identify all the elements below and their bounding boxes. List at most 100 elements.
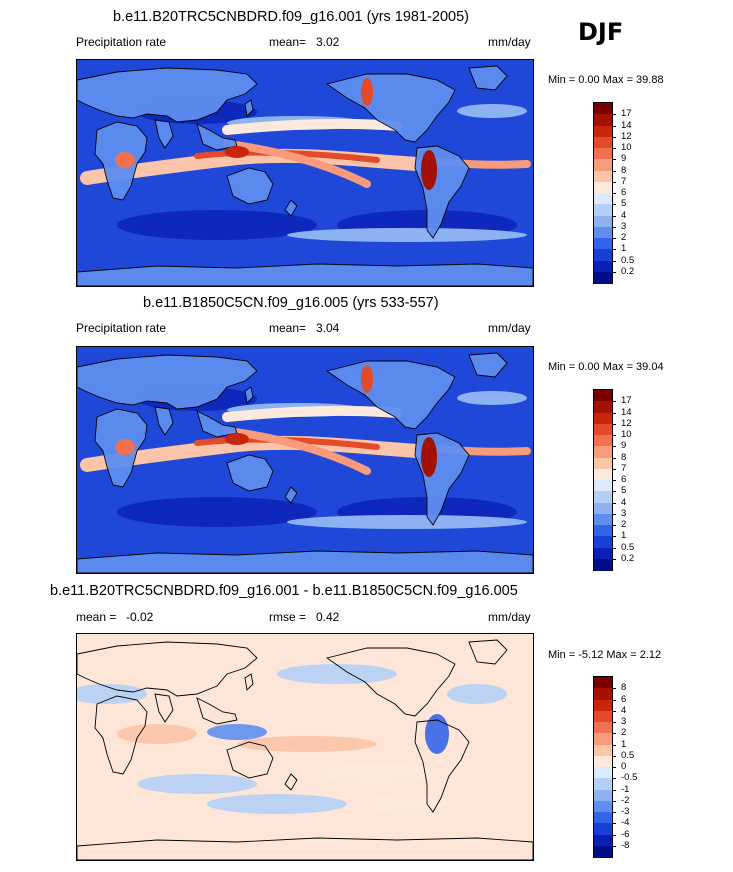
colorbar-tick — [612, 193, 616, 194]
colorbar-tick — [612, 547, 616, 549]
colorbar-swatch — [594, 767, 612, 779]
coastline-greenland — [468, 352, 508, 378]
colorbar-swatch — [594, 401, 612, 413]
mean-label: mean= — [269, 35, 307, 49]
colorbar-label: -1 — [621, 783, 630, 795]
coastline-japan — [244, 673, 254, 691]
colorbar-tick — [612, 536, 616, 538]
anomaly-blob — [447, 684, 507, 704]
colorbar-tick — [612, 148, 616, 149]
colorbar-label: 6 — [621, 693, 627, 705]
dry-zone — [117, 497, 317, 527]
colorbar-tick — [612, 491, 616, 493]
coastline-new-zealand — [284, 199, 298, 217]
colorbar-swatch — [594, 733, 612, 745]
colorbar-swatch — [594, 722, 612, 734]
colorbar-label: -3 — [621, 806, 630, 817]
colorbar-swatch — [594, 148, 612, 160]
mean-value: 3.02 — [316, 35, 340, 49]
colorbar-tick — [612, 238, 616, 239]
colorbar-label: 8 — [621, 164, 627, 176]
colorbar-swatch — [594, 525, 612, 537]
colorbar-label: 12 — [621, 130, 632, 142]
colorbar: 17 14 12 10 9 8 7 6 5 4 3 2 1 0.5 0.2 — [593, 389, 634, 571]
mean-value: -0.02 — [126, 610, 154, 624]
colorbar: 17 14 12 10 9 8 7 6 5 4 3 2 1 0.5 0.2 — [593, 102, 634, 284]
coastline-se-asia — [196, 697, 238, 725]
colorbar-tick — [612, 699, 616, 701]
colorbar-label: 1 — [621, 738, 627, 750]
colorbar-swatch — [594, 249, 612, 261]
coastline-europe-asia — [77, 67, 258, 123]
colorbar-tick — [612, 215, 616, 217]
colorbar-swatch — [594, 226, 612, 239]
colorbar-label: 0 — [621, 761, 627, 772]
colorbar-label: 3 — [621, 716, 627, 727]
coastline-antarctica — [77, 263, 533, 286]
colorbar-label: 5 — [621, 485, 627, 497]
precip-band — [223, 427, 371, 475]
colorbar-label: 2 — [621, 727, 627, 739]
units-label: mm/day — [488, 35, 531, 49]
heavy-rain — [225, 146, 249, 158]
min-max-label: Min = 0.00 Max = 39.88 — [548, 74, 664, 86]
anomaly-blob — [117, 724, 197, 744]
anomaly-blob — [367, 794, 447, 814]
precip-band — [223, 140, 371, 188]
colorbar-label: 8 — [621, 682, 627, 694]
coastline-india — [154, 693, 174, 723]
heavy-rain — [225, 433, 249, 445]
panel-title: b.e11.B20TRC5CNBDRD.f09_g16.001 (yrs 198… — [113, 9, 469, 25]
colorbar-swatch — [594, 260, 612, 273]
colorbar-label: 4 — [621, 209, 627, 221]
colorbar-label: 6 — [621, 187, 627, 198]
colorbar-label: 0.5 — [621, 749, 635, 761]
colorbar-swatch — [594, 710, 612, 723]
min-max-label: Min = 0.00 Max = 39.04 — [548, 361, 664, 373]
colorbar-tick — [612, 271, 616, 273]
colorbar-swatch — [594, 547, 612, 560]
colorbar-tick — [612, 688, 616, 690]
colorbar-swatch — [594, 238, 612, 250]
anomaly-blob — [77, 684, 147, 704]
colorbar-tick — [612, 401, 616, 403]
colorbar-tick — [612, 800, 616, 802]
colorbar-label: -8 — [621, 839, 630, 851]
coastline-greenland — [468, 65, 508, 91]
colorbar-tick — [612, 114, 616, 116]
colorbar-label: 4 — [621, 496, 627, 508]
colorbar-label: 5 — [621, 198, 627, 210]
colorbar-swatch — [594, 812, 612, 824]
anomaly-blob — [277, 664, 397, 684]
heavy-rain — [361, 78, 373, 106]
colorbar-swatch — [594, 159, 612, 171]
colorbar-label: -0.5 — [621, 772, 638, 784]
colorbar-tick — [612, 812, 616, 813]
colorbar-swatch — [594, 204, 612, 216]
colorbar-swatch — [594, 193, 612, 205]
coastline-africa — [94, 695, 148, 775]
coastline-se-asia — [196, 410, 238, 438]
colorbar-tick — [612, 823, 616, 825]
precip-band — [222, 405, 402, 422]
colorbar-label: 3 — [621, 220, 627, 232]
season-label: DJF — [578, 18, 624, 46]
colorbar-tick — [612, 558, 616, 560]
colorbar-tick — [612, 778, 616, 780]
colorbar-swatch — [594, 480, 612, 492]
map-canvas — [77, 634, 533, 860]
colorbar-swatch — [594, 778, 612, 790]
colorbar-tick — [612, 170, 616, 172]
colorbar-tick — [612, 457, 616, 459]
coastline-india — [154, 119, 174, 149]
colorbar-swatch — [594, 125, 612, 138]
storm-track — [287, 228, 527, 242]
anomaly-blob — [137, 774, 257, 794]
anomaly-blob — [207, 724, 267, 740]
coastline-australia — [226, 741, 274, 779]
colorbar-label: 17 — [621, 395, 632, 407]
colorbar-swatch — [594, 170, 612, 183]
colorbar: 8 6 4 3 2 1 0.5 0 -0.5 -1 -2 -3 -4 -6 -8 — [593, 676, 637, 858]
heavy-rain — [115, 152, 135, 168]
difference-map — [76, 633, 534, 861]
